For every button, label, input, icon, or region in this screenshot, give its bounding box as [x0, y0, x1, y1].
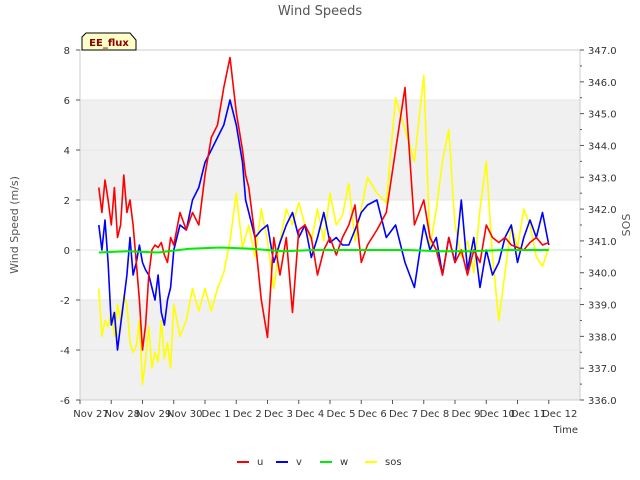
plot-background	[80, 99, 580, 400]
x-tick-label-1: Nov 28	[105, 409, 140, 420]
y-axis-right: 336.0 337.0 338.0 339.0 340.0 341.0 342.0 343.0…	[580, 46, 617, 407]
y-axis-left: -6 -4 -2 0 2 4 6 8	[60, 46, 80, 407]
x-tick-label-6: Dec 3	[264, 409, 293, 420]
x-tick-label-10: Dec 7	[389, 409, 418, 420]
x-tick-label-0: Nov 27	[73, 409, 108, 420]
chart-title: Wind Speeds	[278, 4, 363, 19]
badge-box	[81, 32, 137, 51]
y2-tick-label-11: 347.0	[588, 46, 617, 57]
legend-label-sos: sos	[385, 457, 402, 468]
y2-tick-label-9: 345.0	[588, 110, 617, 121]
badge: EE_flux	[81, 32, 137, 51]
y-axis-label: Wind Speed (m/s)	[8, 176, 21, 274]
y2-tick-label-6: 342.0	[588, 205, 617, 216]
x-tick-label-14: Dec 11	[511, 409, 546, 420]
y2-tick-label-4: 340.0	[588, 269, 617, 280]
y2-axis-label: SOS	[620, 214, 633, 237]
y2-tick-label-5: 341.0	[588, 237, 617, 248]
x-tick-label-13: Dec 10	[480, 409, 515, 420]
y2-tick-label-1: 337.0	[588, 364, 617, 375]
series-lines	[98, 56, 550, 385]
legend-label-u: u	[257, 457, 263, 468]
y2-tick-label-10: 346.0	[588, 78, 617, 89]
series-line-sos	[98, 74, 550, 385]
series-line-u	[98, 56, 550, 351]
x-tick-label-3: Nov 30	[167, 409, 202, 420]
x-tick-label-12: Dec 9	[452, 409, 481, 420]
y2-tick-label-0: 336.0	[588, 396, 617, 407]
y-tick-label-2: -2	[60, 296, 70, 307]
x-tick-label-4: Dec 1	[202, 409, 231, 420]
x-tick-label-5: Dec 2	[233, 409, 262, 420]
y-tick-label-6: 6	[64, 96, 70, 107]
badge-label: EE_flux	[89, 38, 129, 49]
y-tick-label-7: 8	[64, 46, 70, 57]
y-tick-label-4: 2	[64, 196, 70, 207]
y2-tick-label-7: 343.0	[588, 173, 617, 184]
x-axis-label: Time	[553, 425, 578, 436]
x-tick-label-9: Dec 6	[358, 409, 387, 420]
x-tick-label-8: Dec 5	[327, 409, 356, 420]
legend-label-v: v	[296, 457, 302, 468]
x-tick-label-11: Dec 8	[420, 409, 449, 420]
y-tick-label-0: -6	[60, 396, 70, 407]
y-tick-label-5: 4	[64, 146, 70, 157]
series-line-w	[98, 246, 549, 254]
y2-tick-label-8: 344.0	[588, 141, 617, 152]
x-tick-label-7: Dec 4	[295, 409, 324, 420]
legend: u v w sos	[237, 457, 402, 468]
y2-tick-label-2: 338.0	[588, 332, 617, 343]
x-tick-label-2: Nov 29	[136, 409, 171, 420]
x-tick-label-15: Dec 12	[542, 409, 577, 420]
y2-tick-label-3: 339.0	[588, 301, 617, 312]
y-tick-label-3: 0	[64, 246, 70, 257]
series-line-v	[98, 99, 550, 351]
y-tick-label-1: -4	[60, 346, 70, 357]
legend-label-w: w	[340, 457, 348, 468]
